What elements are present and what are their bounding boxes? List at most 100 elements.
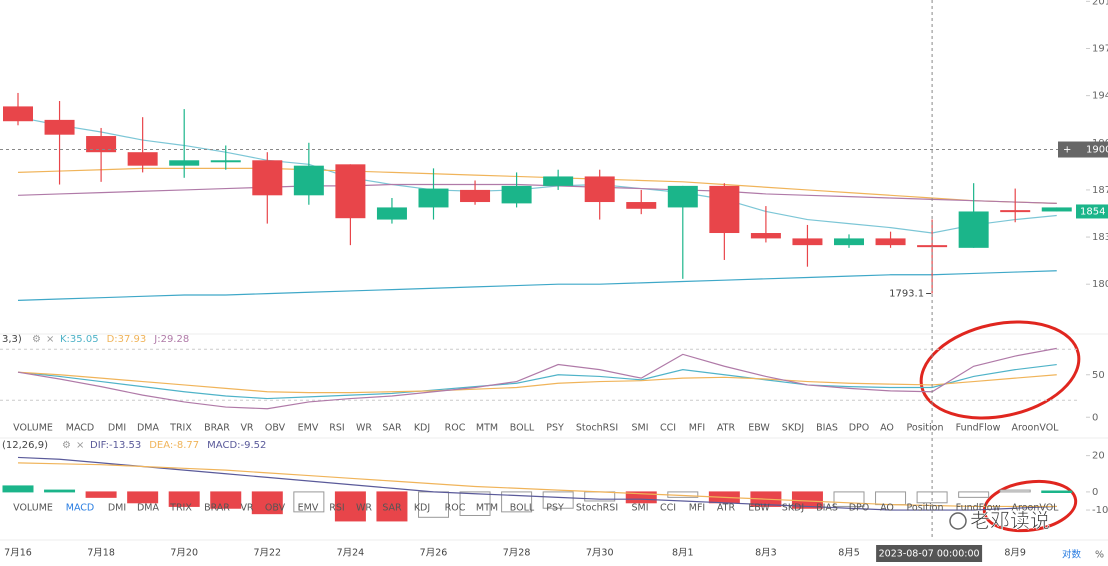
indicator-tab[interactable]: EBW bbox=[748, 423, 770, 434]
highlight-circle bbox=[982, 479, 1078, 533]
indicator-tab[interactable]: RSI bbox=[329, 423, 344, 434]
x-tick-label: 7月30 bbox=[586, 548, 614, 559]
indicator-line bbox=[17, 371, 1057, 394]
indicator-tab[interactable]: Position bbox=[907, 503, 944, 514]
indicator-tab[interactable]: AO bbox=[880, 423, 894, 434]
indicator-tab[interactable]: MFI bbox=[689, 503, 705, 514]
macd-bar bbox=[542, 491, 574, 509]
y-tick-label: 1940 bbox=[1092, 91, 1108, 102]
macd-bar bbox=[501, 491, 533, 513]
indicator-tab[interactable]: AroonVOL bbox=[1012, 423, 1060, 434]
indicator-tab[interactable]: ROC bbox=[445, 503, 466, 514]
indicator-tab[interactable]: DMI bbox=[108, 423, 126, 434]
indicator-tab[interactable]: MTM bbox=[476, 503, 498, 514]
indicator-readout: J:29.28 bbox=[153, 334, 189, 345]
indicator-tab[interactable]: PSY bbox=[546, 423, 564, 434]
indicator-tab[interactable]: FundFlow bbox=[956, 503, 1001, 514]
watermark-text: 老邓读说 bbox=[970, 509, 1050, 533]
indicator-tab[interactable]: WR bbox=[356, 423, 372, 434]
indicator-tab[interactable]: VOLUME bbox=[13, 503, 53, 514]
indicator-tab[interactable]: BRAR bbox=[204, 423, 230, 434]
indicator-tab[interactable]: BOLL bbox=[510, 503, 535, 514]
y-tick-label: 0 bbox=[1092, 487, 1098, 498]
macd-bar bbox=[85, 491, 117, 498]
indicator-tab[interactable]: BOLL bbox=[510, 423, 535, 434]
indicator-tab[interactable]: VR bbox=[240, 423, 253, 434]
indicator-tab[interactable]: AroonVOL bbox=[1012, 503, 1060, 514]
indicator-tab[interactable]: BIAS bbox=[816, 503, 838, 514]
axis-option[interactable]: % bbox=[1095, 550, 1104, 561]
x-tick-label: 7月20 bbox=[170, 548, 198, 559]
indicator-tab[interactable]: SKDJ bbox=[782, 423, 804, 434]
indicator-tab[interactable]: ATR bbox=[717, 503, 736, 514]
x-tick-label: 8月5 bbox=[838, 548, 860, 559]
indicator-tab[interactable]: OBV bbox=[265, 503, 286, 514]
indicator-tab[interactable]: DMI bbox=[108, 503, 126, 514]
candle-body bbox=[584, 176, 615, 203]
indicator-tab[interactable]: EBW bbox=[748, 503, 770, 514]
indicator-tab[interactable]: SAR bbox=[382, 423, 402, 434]
indicator-title: 3,3) bbox=[2, 334, 22, 345]
macd-bar bbox=[168, 491, 200, 507]
last-price-tag bbox=[1076, 204, 1108, 219]
indicator-tab[interactable]: WR bbox=[356, 503, 372, 514]
indicator-line bbox=[17, 183, 1057, 204]
axis-option[interactable]: 对数 bbox=[1062, 549, 1082, 561]
indicator-tab[interactable]: AO bbox=[880, 503, 894, 514]
macd-bar bbox=[916, 491, 948, 504]
indicator-tab[interactable]: TRIX bbox=[169, 503, 192, 514]
indicator-tab[interactable]: StochRSI bbox=[576, 423, 618, 434]
macd-bar bbox=[625, 491, 657, 504]
x-tick-label: 7月16 bbox=[4, 548, 32, 559]
x-tick-label: 8月1 bbox=[672, 548, 694, 559]
indicator-tab[interactable]: SMI bbox=[631, 503, 648, 514]
macd-bar bbox=[2, 485, 34, 493]
indicator-tab[interactable]: MTM bbox=[476, 423, 498, 434]
indicator-tab[interactable]: KDJ bbox=[414, 503, 430, 514]
indicator-tab[interactable]: EMV bbox=[298, 423, 319, 434]
indicator-tab[interactable]: DMA bbox=[137, 423, 160, 434]
indicator-tab[interactable]: MFI bbox=[689, 423, 705, 434]
indicator-readout: K:35.05 bbox=[60, 334, 99, 345]
y-tick-label: 50 bbox=[1092, 370, 1105, 381]
indicator-tab[interactable]: OBV bbox=[265, 423, 286, 434]
candle-body bbox=[460, 189, 491, 203]
indicator-tab[interactable]: DPO bbox=[849, 423, 870, 434]
x-tick-label: 7月18 bbox=[87, 548, 115, 559]
indicator-tab[interactable]: BIAS bbox=[816, 423, 838, 434]
indicator-tab[interactable]: VOLUME bbox=[13, 423, 53, 434]
indicator-tab[interactable]: EMV bbox=[298, 503, 319, 514]
crosshair-price: 1900 bbox=[1086, 145, 1108, 156]
indicator-tab[interactable]: SKDJ bbox=[782, 503, 804, 514]
indicator-tab[interactable]: Position bbox=[907, 423, 944, 434]
indicator-tab[interactable]: PSY bbox=[546, 503, 564, 514]
indicator-line bbox=[17, 462, 1057, 508]
indicator-tab[interactable]: SMI bbox=[631, 423, 648, 434]
indicator-tab[interactable]: MACD bbox=[66, 423, 94, 434]
indicator-tab[interactable]: TRIX bbox=[169, 423, 192, 434]
x-tick-label: 7月28 bbox=[503, 548, 531, 559]
indicator-tab[interactable]: MACD bbox=[66, 503, 94, 514]
candle-body bbox=[667, 185, 698, 208]
indicator-tab[interactable]: BRAR bbox=[204, 503, 230, 514]
indicator-tab[interactable]: FundFlow bbox=[956, 423, 1001, 434]
candle-body bbox=[210, 160, 241, 163]
indicator-tab[interactable]: DPO bbox=[849, 503, 870, 514]
indicator-tab[interactable]: CCI bbox=[660, 423, 676, 434]
candle-body bbox=[293, 165, 324, 196]
macd-bar bbox=[459, 491, 491, 516]
indicator-tab[interactable]: ROC bbox=[445, 423, 466, 434]
indicator-tab[interactable]: VR bbox=[240, 503, 253, 514]
indicator-tab[interactable]: DMA bbox=[137, 503, 160, 514]
indicator-tab[interactable]: ATR bbox=[717, 423, 736, 434]
indicator-tab[interactable]: KDJ bbox=[414, 423, 430, 434]
y-tick-label: -10 bbox=[1092, 505, 1108, 516]
indicator-tab[interactable]: SAR bbox=[382, 503, 402, 514]
indicator-tab[interactable]: RSI bbox=[329, 503, 344, 514]
indicator-readout: D:37.93 bbox=[107, 334, 147, 345]
candle-body bbox=[1000, 210, 1031, 213]
indicator-line bbox=[17, 167, 1057, 204]
indicator-tab[interactable]: StochRSI bbox=[576, 503, 618, 514]
indicator-tab[interactable]: CCI bbox=[660, 503, 676, 514]
